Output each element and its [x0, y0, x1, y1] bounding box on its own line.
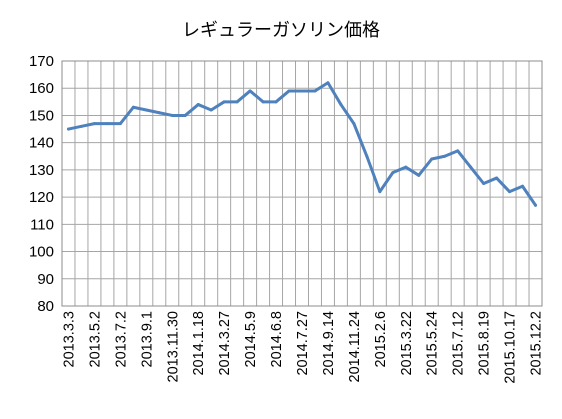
- x-tick-label: 2015.12.2: [529, 311, 545, 376]
- data-point: [287, 89, 291, 93]
- data-point: [235, 100, 239, 104]
- data-point: [495, 176, 499, 180]
- data-point: [534, 203, 538, 207]
- data-point: [443, 154, 447, 158]
- data-point: [66, 127, 70, 131]
- x-tick-label: 2014.1.18: [191, 311, 207, 376]
- data-point: [417, 173, 421, 177]
- y-tick-label: 160: [29, 80, 54, 97]
- x-tick-label: 2013.9.1: [139, 311, 155, 367]
- data-point: [144, 108, 148, 112]
- data-point: [105, 122, 109, 126]
- x-tick-label: 2014.5.9: [243, 311, 259, 367]
- data-point: [352, 122, 356, 126]
- x-axis: 2013.3.3 2013.5.2 2013.7.2 2013.9.1 2013.11.…: [61, 311, 544, 384]
- data-point: [274, 100, 278, 104]
- data-point: [378, 190, 382, 194]
- data-point: [391, 171, 395, 175]
- vertical-gridlines: [61, 61, 543, 306]
- y-tick-label: 140: [29, 135, 54, 152]
- data-point: [469, 165, 473, 169]
- y-tick-label: 80: [37, 298, 54, 315]
- data-point: [430, 157, 434, 161]
- x-tick-label: 2015.7.12: [451, 311, 467, 376]
- data-point: [209, 108, 213, 112]
- series-group: [66, 81, 538, 207]
- data-point: [79, 124, 83, 128]
- data-point: [222, 100, 226, 104]
- x-tick-label: 2013.3.3: [61, 311, 77, 367]
- data-point: [92, 122, 96, 126]
- x-tick-label: 2015.2.6: [373, 311, 389, 367]
- data-point: [521, 184, 525, 188]
- x-tick-label: 2014.7.27: [295, 311, 311, 376]
- x-tick-label: 2015.10.17: [503, 311, 519, 384]
- y-tick-label: 170: [29, 53, 54, 70]
- x-tick-label: 2015.8.19: [477, 311, 493, 376]
- x-tick-label: 2013.5.2: [87, 311, 103, 367]
- data-point: [339, 103, 343, 107]
- data-point: [196, 103, 200, 107]
- series-line: [66, 81, 538, 207]
- data-point: [131, 105, 135, 109]
- plot-border: [61, 60, 543, 307]
- data-point: [365, 154, 369, 158]
- data-point: [261, 100, 265, 104]
- data-point: [118, 122, 122, 126]
- y-tick-label: 90: [37, 271, 54, 288]
- data-point: [313, 89, 317, 93]
- data-point: [248, 89, 252, 93]
- x-tick-label: 2013.7.2: [113, 311, 129, 367]
- data-point: [170, 113, 174, 117]
- y-tick-label: 120: [29, 189, 54, 206]
- y-tick-label: 100: [29, 244, 54, 261]
- data-point: [300, 89, 304, 93]
- x-tick-label: 2014.11.24: [347, 311, 363, 383]
- x-tick-label: 2014.6.8: [269, 311, 285, 367]
- x-tick-label: 2014.3.27: [217, 311, 233, 376]
- chart-title: レギュラーガソリン価格: [182, 20, 380, 41]
- y-tick-label: 130: [29, 162, 54, 179]
- x-tick-label: 2015.3.22: [399, 311, 415, 376]
- x-tick-label: 2013.11.30: [165, 311, 181, 383]
- y-axis: 80 90 100 110 120 130 140 150 160 170: [29, 53, 54, 315]
- data-point: [183, 113, 187, 117]
- data-point: [326, 81, 330, 85]
- data-point: [508, 190, 512, 194]
- data-point: [404, 165, 408, 169]
- data-point: [482, 182, 486, 185]
- x-tick-label: 2014.9.14: [321, 311, 337, 376]
- y-tick-label: 110: [30, 216, 54, 233]
- data-point: [157, 111, 161, 115]
- x-tick-label: 2015.5.24: [425, 311, 441, 376]
- y-tick-label: 150: [29, 107, 54, 124]
- data-point: [456, 149, 460, 153]
- horizontal-gridlines: [61, 60, 543, 307]
